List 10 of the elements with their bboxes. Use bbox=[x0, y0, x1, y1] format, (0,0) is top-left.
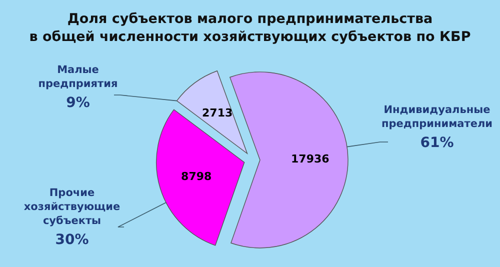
text: 9% bbox=[66, 95, 90, 111]
text: 30% bbox=[55, 232, 89, 248]
data-label: 17936 bbox=[291, 152, 330, 166]
text: 61% bbox=[420, 135, 454, 151]
slice-label: Малые предприятия bbox=[38, 64, 118, 90]
slice-label: Индивидуальные предприниматели bbox=[381, 104, 493, 130]
slice-label: Прочие хозяйствующие субъекты bbox=[24, 187, 120, 227]
data-label: 2713 bbox=[202, 106, 233, 120]
data-label: 8798 bbox=[181, 170, 212, 183]
chart-title: Доля субъектов малого предпринимательства в общей численности хозяйствующих субъектов по КБР bbox=[29, 11, 471, 45]
